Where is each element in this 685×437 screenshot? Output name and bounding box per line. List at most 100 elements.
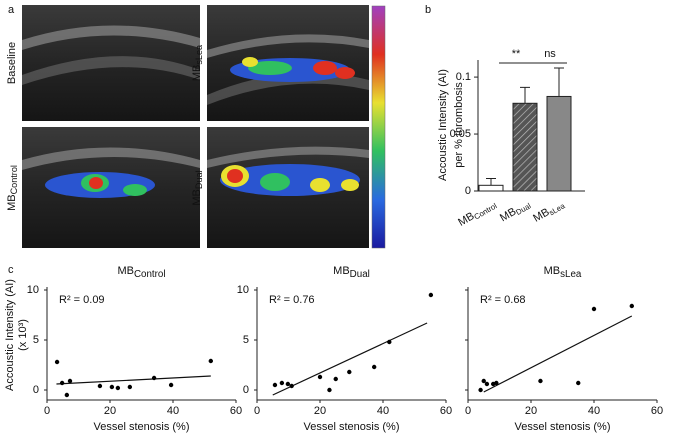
y-tick-label: 10: [27, 284, 39, 296]
point: [478, 387, 483, 393]
y-axis-label: Accoustic Intensity (AI): [437, 69, 449, 181]
chart-title-main: MB: [544, 265, 561, 277]
y-axis-label: (x 10³): [17, 319, 29, 351]
x-tick-label: 0: [465, 405, 471, 417]
chart-title: MBControl: [117, 265, 165, 280]
image-label-sub: sLea: [194, 44, 204, 65]
image-label-sub: Control: [9, 165, 19, 194]
bar: [546, 95, 572, 192]
point: [109, 384, 115, 390]
vessel-wall: [22, 147, 200, 170]
chart-title-main: MB: [333, 265, 350, 277]
x-tick-label: 20: [525, 405, 537, 417]
x-tick-label: 20: [104, 405, 116, 417]
x-tick-label: 40: [167, 405, 179, 417]
chart-title-sub: sLea: [560, 269, 582, 280]
point: [127, 384, 133, 390]
point: [371, 364, 377, 370]
image-label: MBControl: [6, 165, 20, 211]
error-bar: [554, 67, 564, 97]
image-label-main: MB: [6, 194, 18, 211]
image-label: Baseline: [6, 42, 18, 84]
chart-title-sub: Control: [134, 269, 166, 280]
point: [347, 369, 352, 375]
point: [59, 380, 65, 386]
image-label-sub: Dual: [194, 170, 204, 189]
y-tick-label: 10: [237, 284, 249, 296]
fit-line: [56, 375, 211, 385]
point: [591, 306, 597, 312]
vessel-wall: [207, 146, 369, 168]
panel-letter: c: [8, 264, 14, 276]
x-tick-label: 40: [377, 405, 389, 417]
chart-title: MBsLea: [544, 265, 582, 280]
point: [115, 385, 121, 391]
point: [151, 375, 157, 381]
annotation: R² = 0.68: [480, 294, 526, 306]
y-tick-label: 0.1: [456, 71, 471, 83]
significance-label: ns: [544, 48, 556, 60]
point: [333, 376, 338, 382]
image-label: MBDual: [191, 170, 205, 205]
x-tick-label-sub: Dual: [514, 201, 532, 217]
x-tick-label: 0: [254, 405, 260, 417]
point: [428, 292, 434, 298]
image-label-main: MB: [191, 65, 203, 82]
x-tick-label: 60: [230, 405, 242, 417]
error-bar: [486, 177, 496, 186]
y-tick-label: 5: [243, 334, 249, 346]
x-tick-label: MBDual: [498, 198, 533, 226]
x-axis-label: Vessel stenosis (%): [515, 421, 611, 433]
panel-letter: b: [425, 4, 431, 16]
error-bar: [520, 86, 530, 104]
x-tick-label-sub: Control: [473, 201, 499, 221]
vessel-wall: [22, 25, 200, 50]
point: [272, 382, 278, 388]
x-tick-label: 40: [588, 405, 600, 417]
significance-label: **: [512, 48, 521, 60]
point: [538, 378, 543, 384]
point: [168, 382, 174, 388]
fit-line: [272, 322, 428, 396]
contrast-signal: [45, 57, 360, 198]
bar: [512, 102, 538, 192]
y-tick-label: 5: [33, 334, 39, 346]
y-tick-label: 0: [33, 384, 39, 396]
point: [279, 380, 285, 386]
point: [629, 303, 634, 309]
y-tick-label: 0: [465, 185, 471, 197]
point: [494, 380, 499, 386]
x-axis-label: Vessel stenosis (%): [304, 421, 400, 433]
x-tick-label: MBControl: [456, 198, 499, 230]
image-label: MBsLea: [191, 44, 205, 81]
panel-letter: a: [8, 4, 15, 16]
y-axis-label: per % thrombosis: [453, 82, 465, 168]
y-axis-label: Accoustic Intensity (AI): [4, 279, 16, 391]
point: [481, 378, 486, 384]
point: [64, 392, 70, 398]
point: [289, 383, 294, 389]
vessel-wall: [207, 72, 369, 105]
x-tick-label-sub: sLea: [548, 201, 568, 217]
point: [387, 339, 392, 345]
bar: [478, 184, 504, 192]
x-tick-label: 20: [314, 405, 326, 417]
vessel-wall: [207, 34, 369, 58]
point: [317, 374, 323, 380]
chart-title-sub: Dual: [350, 269, 370, 280]
annotation: R² = 0.76: [269, 294, 315, 306]
point: [67, 378, 73, 384]
x-tick-label: 0: [44, 405, 50, 417]
image-label-main: MB: [191, 189, 203, 206]
annotation: R² = 0.09: [59, 294, 105, 306]
ultrasound-panel: [22, 5, 386, 249]
x-axis-label: Vessel stenosis (%): [94, 421, 190, 433]
chart-title-main: MB: [117, 265, 134, 277]
point: [97, 383, 103, 389]
point: [285, 381, 291, 387]
fit-line: [483, 315, 633, 393]
chart-title: MBDual: [333, 265, 370, 280]
point: [208, 358, 213, 364]
point: [576, 380, 581, 386]
